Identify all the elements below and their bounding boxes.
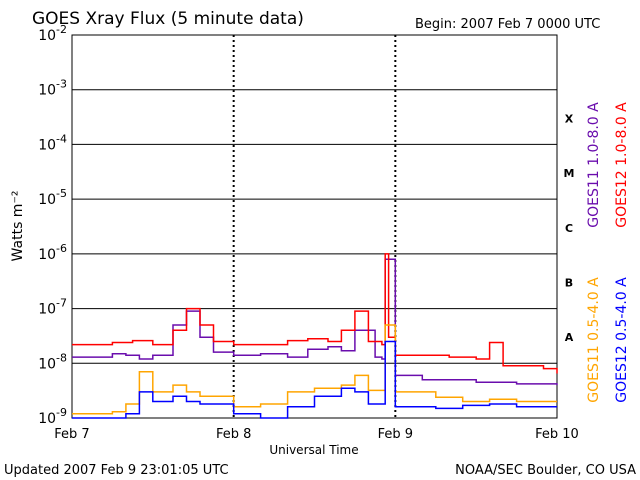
updated-timestamp: Updated 2007 Feb 9 23:01:05 UTC (4, 463, 229, 478)
x-tick-labels: Feb 7 Feb 8 Feb 9 Feb 10 (54, 427, 579, 442)
flare-class-label: C (565, 222, 573, 235)
horizontal-gridlines (72, 34, 557, 419)
y-tick-label: 10-3 (38, 78, 67, 99)
flare-class-label: M (564, 167, 575, 180)
flare-class-labels: X M C B A (564, 112, 575, 344)
x-tick-label: Feb 8 (216, 427, 251, 442)
y-tick-label: 10-9 (38, 406, 67, 427)
y-tick-label: 10-4 (38, 132, 67, 153)
series-line-goes11_long (72, 258, 558, 386)
legend-entry-goes11_long: GOES11 1.0-8.0 A (586, 102, 602, 228)
y-tick-label: 10-8 (38, 351, 67, 372)
series-line-goes12_long (72, 253, 558, 374)
data-series (72, 253, 558, 419)
y-axis-label: Watts m⁻² (10, 191, 26, 262)
x-tick-label: Feb 9 (378, 427, 413, 442)
y-tick-labels: 10-2 10-3 10-4 10-5 10-6 10-7 10-8 10-9 (38, 23, 67, 427)
source-credit: NOAA/SEC Boulder, CO USA (455, 463, 636, 478)
y-tick-label: 10-5 (38, 187, 67, 208)
y-tick-label: 10-6 (38, 242, 67, 263)
flare-class-label: X (565, 112, 574, 125)
day-separators (232, 35, 397, 418)
series-line-goes11_short (72, 324, 557, 415)
x-tick-label: Feb 10 (535, 427, 579, 442)
begin-date: Begin: 2007 Feb 7 0000 UTC (415, 17, 600, 32)
x-axis-label: Universal Time (269, 443, 358, 457)
chart-title: GOES Xray Flux (5 minute data) (32, 9, 304, 29)
legend-entry-goes11_short: GOES11 0.5-4.0 A (586, 277, 602, 403)
legend-entry-goes12_long: GOES12 1.0-8.0 A (614, 102, 630, 228)
x-tick-label: Feb 7 (54, 427, 89, 442)
series-line-goes12_short (72, 340, 557, 419)
y-tick-label: 10-7 (38, 297, 67, 318)
plot-frame (71, 34, 558, 419)
flare-class-label: A (565, 331, 574, 344)
legend: GOES11 1.0-8.0 A GOES12 1.0-8.0 A GOES11 0… (586, 102, 630, 403)
legend-entry-goes12_short: GOES12 0.5-4.0 A (614, 277, 630, 403)
flare-class-label: B (565, 276, 573, 289)
y-tick-label: 10-2 (38, 23, 67, 44)
